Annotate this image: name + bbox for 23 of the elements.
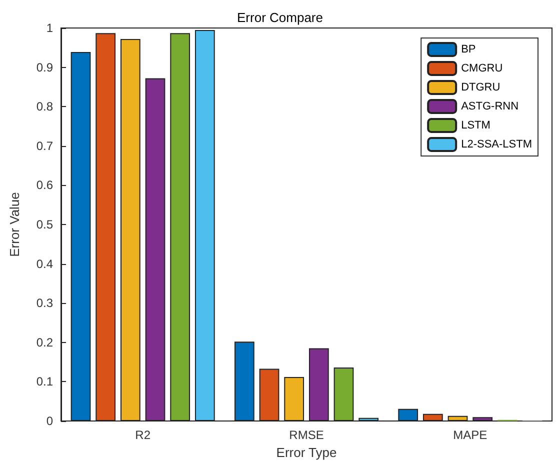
y-tick-label: 0 — [46, 414, 54, 428]
x-axis-title: Error Type — [276, 444, 337, 460]
y-tick-label: 0.5 — [36, 218, 54, 232]
x-tick-label: R2 — [135, 428, 151, 442]
legend-label: BP — [461, 44, 476, 56]
y-tick-label: 0.4 — [36, 256, 54, 271]
y-tick-label: 0.7 — [36, 138, 54, 153]
y-axis-title: Error Value — [7, 192, 22, 257]
legend-label: CMGRU — [461, 62, 503, 74]
y-tick-label: 0.6 — [36, 178, 54, 192]
y-tick-label: 0.2 — [36, 335, 54, 350]
legend-label: L2-SSA-LSTM — [461, 138, 532, 150]
y-tick-label: 0.8 — [36, 100, 54, 114]
chart-title: Error Compare — [237, 10, 323, 25]
legend-label: ASTG-RNN — [461, 100, 519, 112]
legend-label: LSTM — [461, 120, 490, 132]
y-tick-label: 0.9 — [36, 60, 54, 74]
legend-label: DTGRU — [461, 82, 500, 94]
x-tick-label: MAPE — [453, 428, 488, 442]
x-tick-label: RMSE — [289, 428, 324, 442]
y-tick-label: 1 — [46, 21, 54, 35]
y-tick-label: 0.3 — [36, 296, 54, 310]
y-tick-label: 0.1 — [36, 374, 54, 389]
